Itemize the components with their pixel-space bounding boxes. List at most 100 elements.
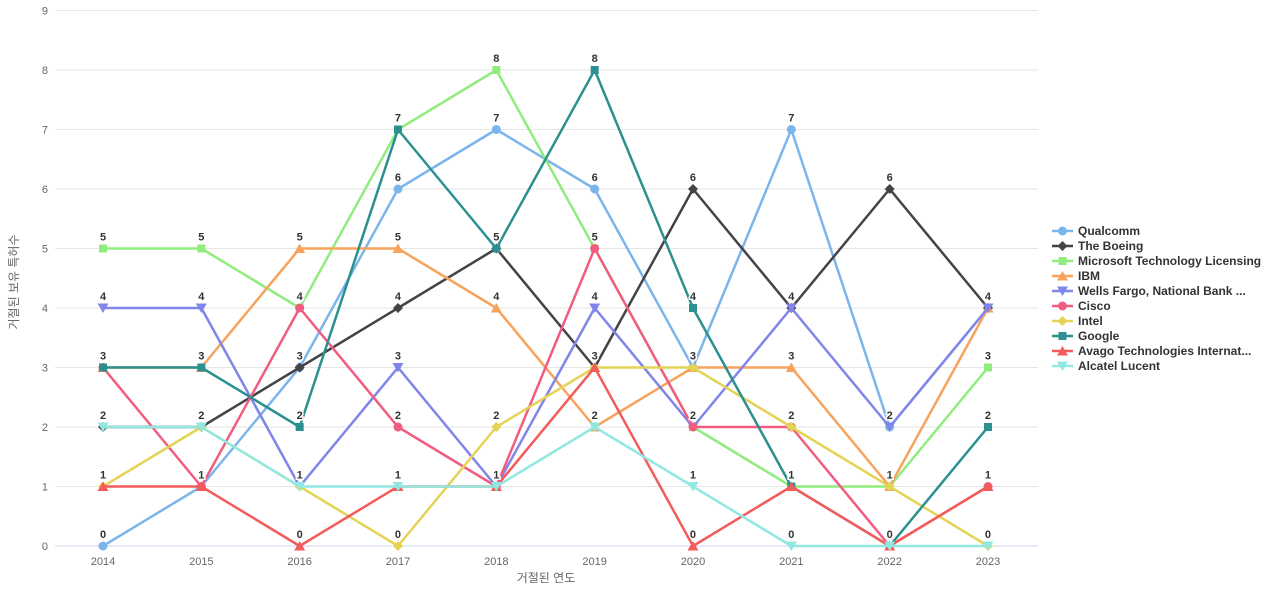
data-point-google-2017[interactable] [393, 125, 402, 134]
data-point-avago-technologies-internat-2019[interactable] [589, 362, 601, 373]
data-point-ibm-2021[interactable] [785, 362, 797, 373]
data-point-alcatel-lucent-2019[interactable] [589, 422, 601, 433]
data-point-label: 5 [395, 232, 401, 244]
data-point-alcatel-lucent-2015[interactable] [195, 422, 207, 433]
legend-item-avago-technologies-internat[interactable]: Avago Technologies Internat... [1052, 343, 1261, 358]
data-point-label: 3 [297, 351, 303, 363]
data-point-label: 1 [198, 470, 204, 482]
data-point-google-2023[interactable] [983, 423, 992, 431]
data-point-intel-2017[interactable] [392, 541, 403, 551]
data-point-label: 1 [198, 470, 204, 482]
data-point-label: 3 [100, 351, 106, 363]
data-point-microsoft-technology-licensing-2015[interactable] [197, 244, 206, 253]
data-point-ibm-2018[interactable] [490, 303, 502, 313]
data-point-qualcomm-2014[interactable] [98, 541, 108, 551]
data-point-alcatel-lucent-2018[interactable] [490, 482, 502, 492]
legend-item-alcatel-lucent[interactable]: Alcatel Lucent [1052, 358, 1261, 373]
data-point-alcatel-lucent-2017[interactable] [392, 482, 404, 492]
legend-item-qualcomm[interactable]: Qualcomm [1052, 223, 1261, 238]
data-point-google-2018[interactable] [492, 244, 501, 253]
data-point-cisco-2019[interactable] [590, 244, 600, 253]
data-point-label: 7 [788, 113, 794, 125]
data-point-alcatel-lucent-2021[interactable] [785, 541, 797, 552]
data-point-ibm-2016[interactable] [294, 243, 306, 254]
data-point-avago-technologies-internat-2016[interactable] [294, 541, 306, 551]
data-point-the-boeing-2017[interactable] [392, 303, 403, 313]
data-point-alcatel-lucent-2014[interactable] [97, 422, 109, 433]
legend-marker [1057, 345, 1068, 355]
data-point-wells-fargo-national-bank-2019[interactable] [589, 303, 601, 314]
data-point-label: 2 [690, 410, 696, 422]
data-point-alcatel-lucent-2016[interactable] [294, 482, 306, 492]
data-point-label: 5 [493, 232, 499, 244]
data-point-intel-2018[interactable] [491, 422, 502, 432]
legend-item-ibm[interactable]: IBM [1052, 268, 1261, 283]
data-point-label: 2 [198, 410, 204, 422]
legend-marker [1057, 270, 1068, 280]
data-point-microsoft-technology-licensing-2023[interactable] [983, 363, 992, 372]
data-point-intel-2020[interactable] [687, 362, 698, 373]
data-point-label: 4 [395, 291, 402, 303]
data-point-google-2019[interactable] [590, 66, 599, 74]
data-point-avago-technologies-internat-2021[interactable] [785, 481, 797, 492]
data-point-label: 1 [493, 470, 499, 482]
data-point-wells-fargo-national-bank-2022[interactable] [884, 422, 896, 433]
y-tick-label: 8 [42, 65, 48, 77]
legend-marker [1057, 315, 1068, 326]
data-point-alcatel-lucent-2023[interactable] [982, 541, 994, 552]
data-point-label: 6 [592, 172, 598, 184]
data-point-label: 0 [985, 529, 991, 541]
data-point-google-2014[interactable] [99, 363, 107, 372]
data-point-cisco-2017[interactable] [393, 422, 403, 432]
data-point-qualcomm-2021[interactable] [786, 125, 796, 134]
legend-item-wells-fargo-national-bank[interactable]: Wells Fargo, National Bank ... [1052, 283, 1261, 298]
legend-item-microsoft-technology-licensing[interactable]: Microsoft Technology Licensing [1052, 253, 1261, 268]
data-point-label: 6 [395, 172, 401, 184]
data-point-google-2020[interactable] [688, 304, 697, 312]
data-point-label: 4 [592, 291, 599, 303]
data-point-qualcomm-2017[interactable] [393, 184, 403, 194]
data-point-wells-fargo-national-bank-2021[interactable] [785, 303, 797, 314]
data-point-avago-technologies-internat-2023[interactable] [982, 481, 994, 492]
legend-marker [1058, 301, 1067, 310]
gridlines [55, 10, 1038, 547]
data-point-label: 1 [788, 470, 794, 482]
legend-item-google[interactable]: Google [1052, 328, 1261, 343]
data-point-google-2015[interactable] [197, 363, 206, 372]
legend-item-intel[interactable]: Intel [1052, 313, 1261, 328]
data-point-google-2016[interactable] [295, 423, 304, 431]
data-point-label: 0 [788, 529, 794, 541]
data-point-cisco-2020[interactable] [688, 422, 698, 432]
data-point-intel-2021[interactable] [786, 422, 797, 432]
data-point-qualcomm-2018[interactable] [491, 125, 501, 134]
data-point-avago-technologies-internat-2014[interactable] [97, 481, 109, 492]
data-point-wells-fargo-national-bank-2017[interactable] [392, 363, 404, 373]
data-point-microsoft-technology-licensing-2014[interactable] [99, 244, 107, 253]
series-line-avago-technologies-internat [101, 366, 990, 548]
triangle-down-marker-icon [1052, 286, 1073, 296]
data-point-the-boeing-2016[interactable] [294, 362, 305, 373]
data-point-avago-technologies-internat-2020[interactable] [687, 541, 699, 551]
data-point-alcatel-lucent-2022[interactable] [884, 541, 896, 552]
data-point-alcatel-lucent-2020[interactable] [687, 482, 699, 492]
data-point-the-boeing-2020[interactable] [687, 184, 698, 194]
data-point-the-boeing-2022[interactable] [884, 184, 895, 194]
data-point-wells-fargo-national-bank-2023[interactable] [982, 303, 994, 314]
x-tick-label: 2014 [91, 556, 115, 568]
data-point-avago-technologies-internat-2015[interactable] [195, 481, 207, 492]
y-tick-label: 9 [42, 6, 48, 18]
legend-item-cisco[interactable]: Cisco [1052, 298, 1261, 313]
legend-label: Cisco [1078, 298, 1111, 313]
data-point-label: 1 [493, 470, 499, 482]
data-point-wells-fargo-national-bank-2014[interactable] [97, 303, 109, 314]
data-point-ibm-2017[interactable] [392, 243, 404, 254]
data-point-intel-2022[interactable] [884, 481, 895, 492]
data-point-wells-fargo-national-bank-2015[interactable] [195, 303, 207, 314]
data-point-microsoft-technology-licensing-2018[interactable] [492, 66, 501, 74]
legend-item-the-boeing[interactable]: The Boeing [1052, 238, 1261, 253]
data-point-qualcomm-2019[interactable] [590, 184, 600, 194]
x-tick-label: 2016 [287, 556, 311, 568]
y-tick-label: 0 [42, 541, 48, 553]
data-point-cisco-2016[interactable] [295, 303, 305, 313]
